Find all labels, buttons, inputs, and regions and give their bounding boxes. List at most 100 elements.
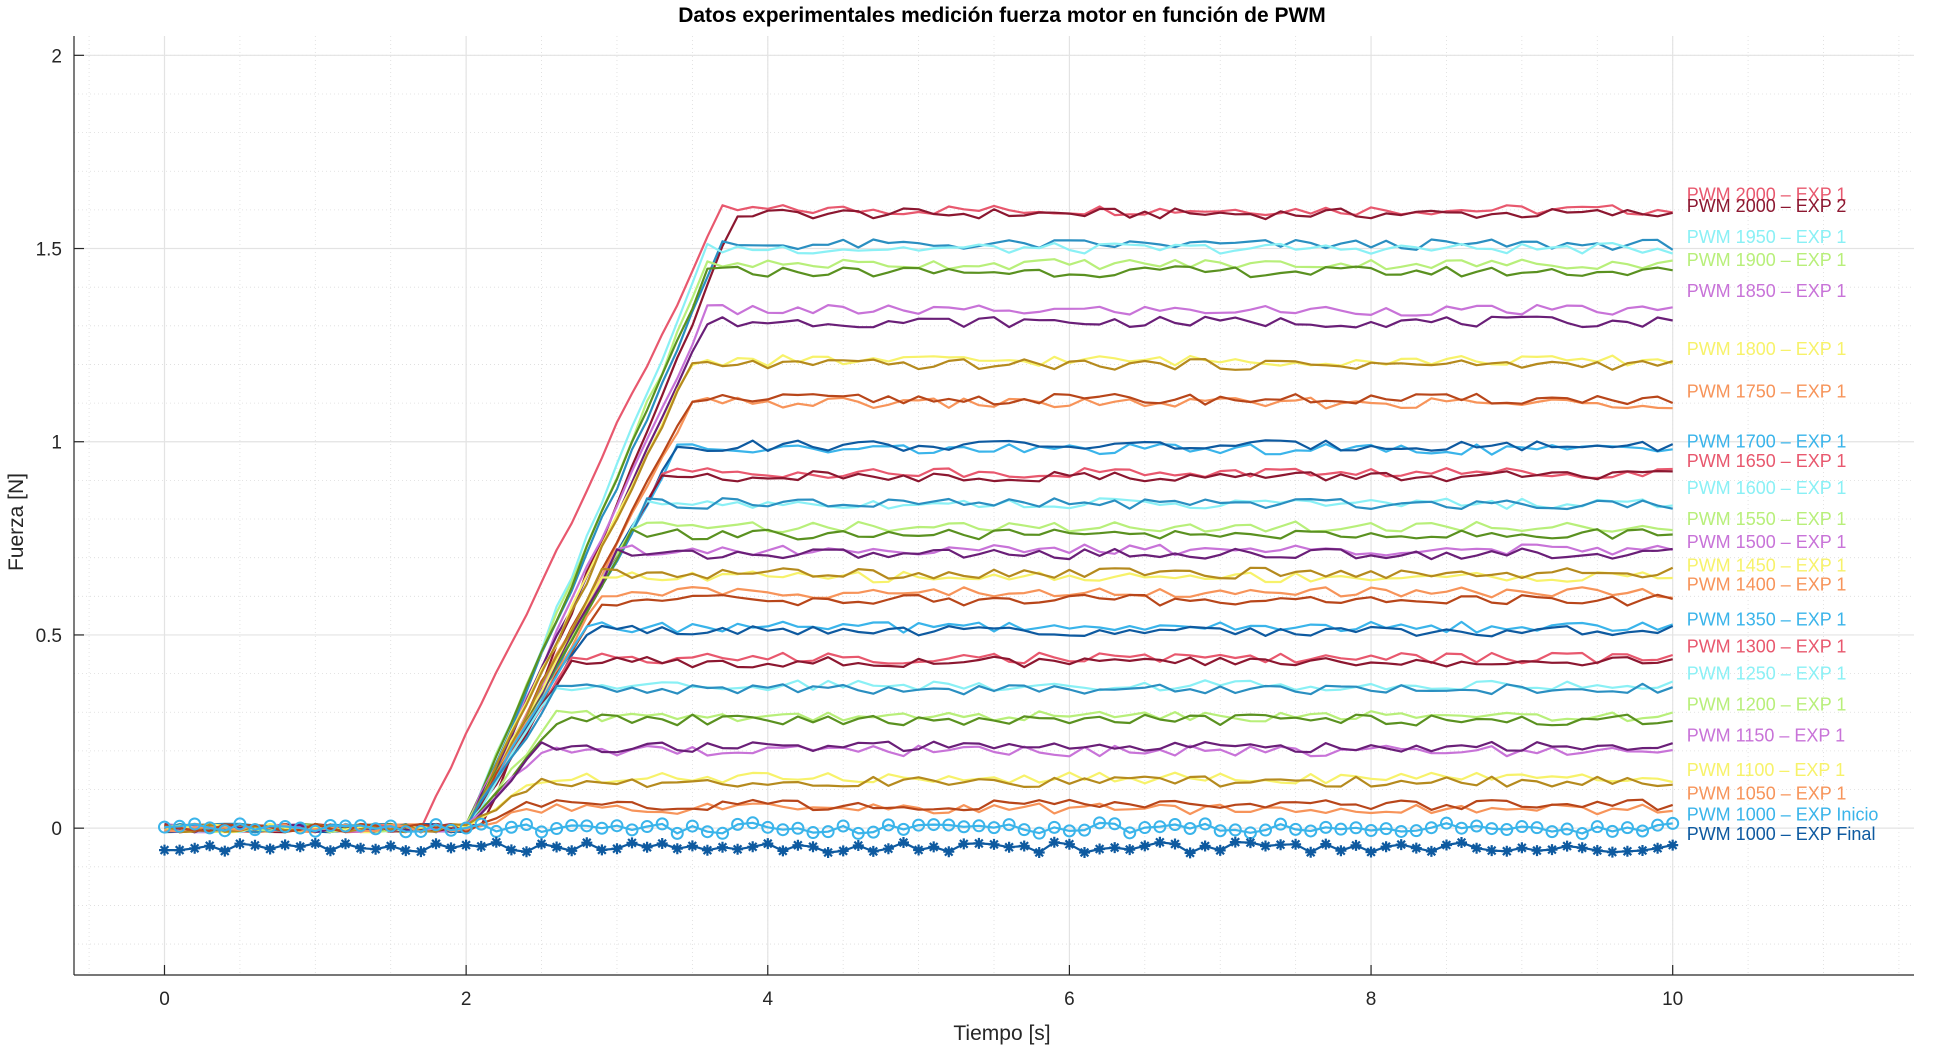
series-marker [1637,845,1648,856]
series-marker [942,818,956,832]
series-label: PWM 1900 – EXP 1 [1687,250,1847,270]
series-marker [294,841,306,853]
series-marker [1652,842,1664,854]
series-marker [430,838,442,850]
series-marker [973,837,985,849]
series-marker [338,819,352,833]
x-tick-label: 0 [159,989,170,1010]
series-marker [1305,846,1317,858]
y-axis-label: Fuerza [N] [5,473,28,571]
series-marker [1258,823,1272,837]
series-label: PWM 1000 – EXP Final [1687,824,1876,844]
series-marker [1077,823,1091,837]
series-marker [429,818,443,832]
series-label: PWM 1750 – EXP 1 [1687,382,1847,402]
series-marker [354,819,368,833]
series-marker [1470,819,1484,833]
y-tick-label: 2 [51,46,62,67]
series-marker [384,819,398,833]
series-marker [157,820,171,834]
series-marker [323,818,337,832]
series-marker [1441,839,1452,851]
series-label: PWM 1050 – EXP 1 [1687,783,1847,803]
series-marker [204,840,216,852]
series-marker [1214,844,1226,856]
series-marker [1561,840,1573,852]
series-marker [219,845,231,857]
series-marker [1108,817,1122,831]
series-marker [1515,820,1529,834]
series-marker [1260,840,1271,852]
series-marker [248,823,262,837]
series-marker [1094,843,1106,855]
series-label: PWM 1400 – EXP 1 [1687,575,1847,595]
series-label: PWM 1600 – EXP 1 [1687,478,1847,498]
series-label: PWM 1300 – EXP 1 [1687,637,1847,657]
series-marker [1139,840,1151,852]
series-marker [1621,845,1633,857]
series-marker [957,820,971,834]
series-marker [1620,821,1634,835]
series-marker [1410,842,1422,854]
series-marker [415,846,427,858]
series-marker [746,816,760,830]
series-marker [1290,838,1302,850]
y-tick-label: 0 [51,819,62,840]
series-marker [1395,839,1407,851]
series-marker [762,838,774,850]
series-label: PWM 2000 – EXP 2 [1687,196,1847,216]
series-marker [1350,839,1362,851]
series-marker [1379,822,1393,836]
series-marker [686,840,698,852]
series-marker [1124,844,1136,856]
series-marker [640,820,654,834]
series-marker [1667,839,1679,851]
series-marker [399,825,413,839]
series-marker [550,822,564,836]
series-marker [234,838,246,850]
series-marker [913,844,925,856]
series-marker [1079,847,1090,858]
series-marker [655,817,669,831]
series-marker [836,819,850,833]
y-tick-label: 1.5 [36,240,62,261]
series-marker [1123,826,1137,840]
series-marker [1109,842,1121,854]
series-marker [776,823,790,837]
series-marker [641,841,653,853]
series-marker [1425,845,1437,857]
series-marker [1213,824,1227,838]
series-marker [928,841,940,853]
series-marker [264,843,276,855]
series-marker [1456,837,1467,848]
series-marker [1228,823,1242,837]
series-marker [1168,818,1182,832]
series-marker [881,818,895,832]
series-marker [1138,821,1152,835]
series-marker [867,845,879,857]
series-marker [414,824,428,838]
series-label: PWM 1500 – EXP 1 [1687,532,1847,552]
chart-title: Datos experimentales medición fuerza mot… [678,4,1326,27]
series-marker [1062,824,1076,838]
series-marker [535,825,549,839]
series-marker [1364,824,1378,838]
series-label: PWM 1700 – EXP 1 [1687,432,1847,452]
series-marker [791,821,805,835]
series-marker [293,821,307,835]
series-label: PWM 1450 – EXP 1 [1687,555,1847,575]
series-marker [1183,821,1197,835]
series-marker [460,839,472,851]
series-marker [1380,841,1392,853]
series-marker [1289,822,1303,836]
series-marker [505,844,517,856]
series-marker [972,819,986,833]
series-marker [536,838,547,850]
series-marker [1275,839,1287,851]
series-marker [1500,823,1514,837]
series-marker [1516,842,1528,854]
series-marker [1304,824,1318,838]
series-marker [1018,840,1030,852]
series-marker [1334,822,1348,836]
